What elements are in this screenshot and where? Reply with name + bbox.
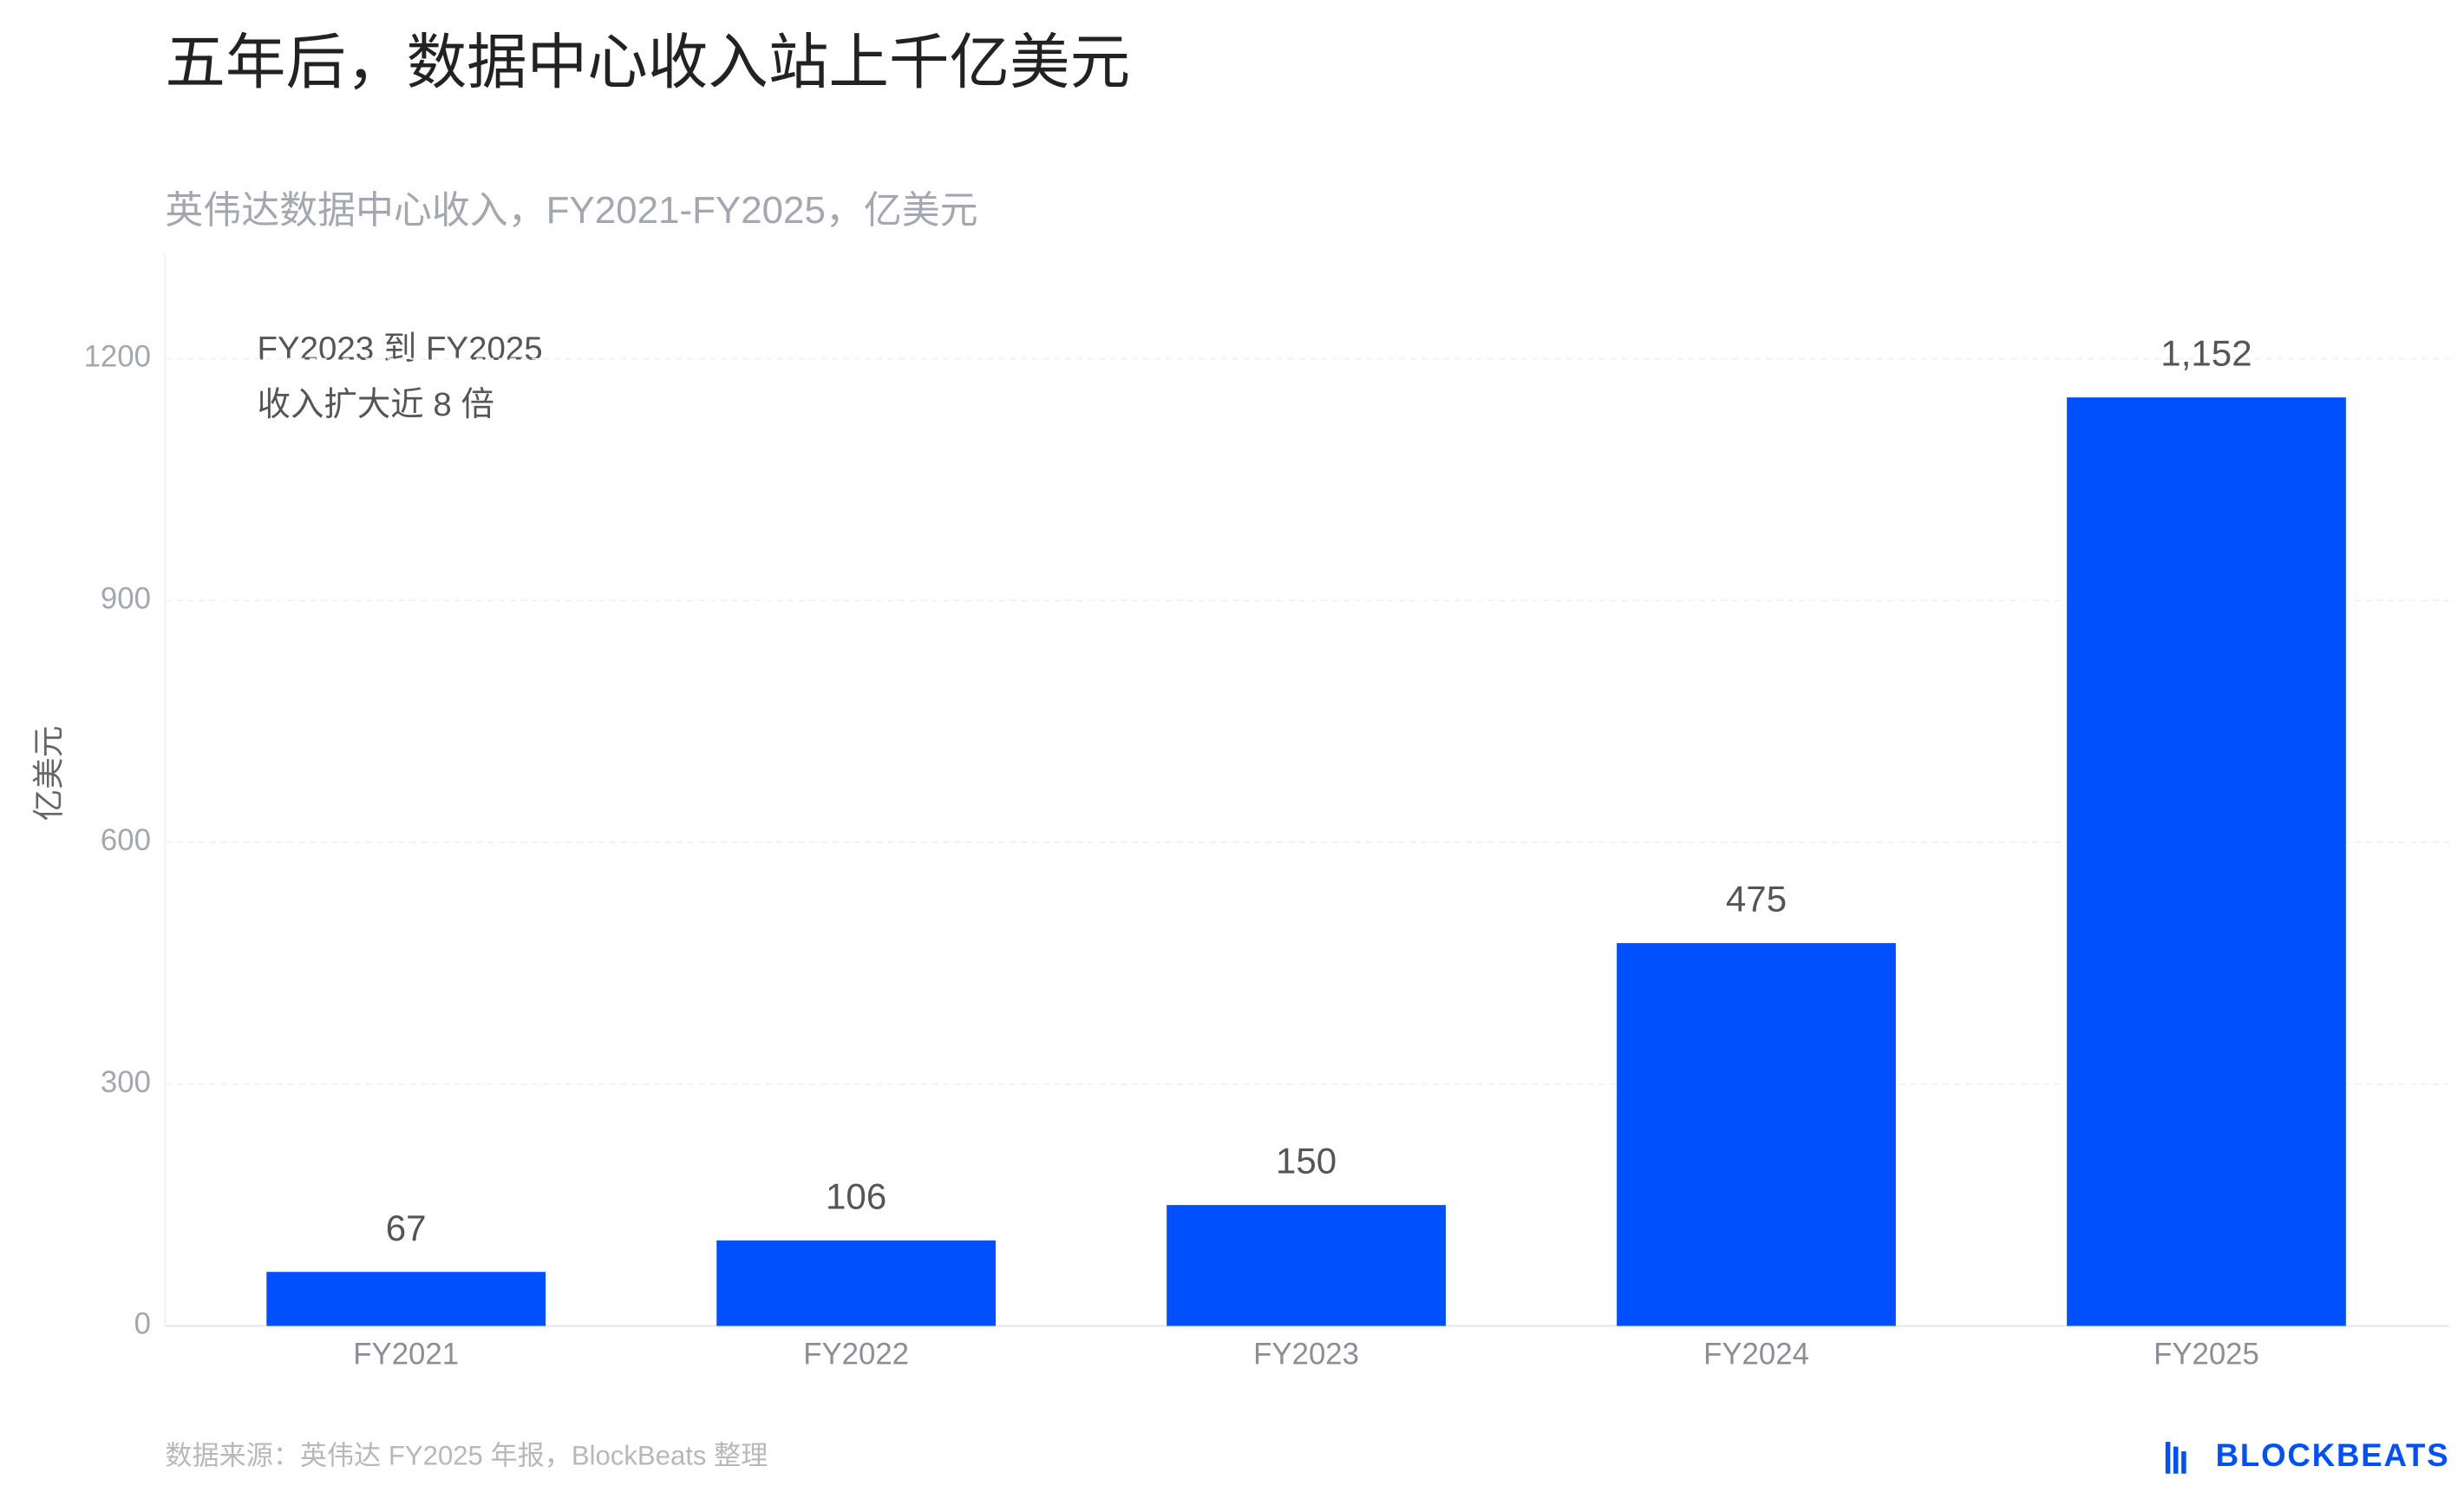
data-label: 67 — [386, 1208, 427, 1248]
logo-icon — [2173, 1446, 2179, 1474]
logo: BLOCKBEATS — [2165, 1437, 2450, 1474]
data-label: 150 — [1276, 1141, 1337, 1182]
x-tick-label: FY2023 — [1253, 1338, 1359, 1371]
data-label: 1,152 — [2160, 333, 2252, 374]
logo-icon — [2181, 1451, 2186, 1474]
logo-text: BLOCKBEATS — [2216, 1437, 2450, 1473]
x-tick-label: FY2024 — [1703, 1338, 1809, 1371]
x-tick-label: FY2022 — [803, 1338, 909, 1371]
x-tick-label: FY2025 — [2154, 1338, 2259, 1371]
chart-title: 五年后，数据中心收入站上千亿美元 — [165, 28, 1130, 95]
y-axis-label: 亿美元 — [30, 726, 66, 822]
chart-subtitle: 英伟达数据中心收入，FY2021-FY2025，亿美元 — [165, 189, 977, 232]
source-note: 数据来源：英伟达 FY2025 年报，BlockBeats 整理 — [165, 1441, 768, 1471]
bar — [1167, 1205, 1446, 1326]
bar — [1617, 943, 1896, 1326]
x-tick-label: FY2021 — [353, 1338, 459, 1371]
annotation: 收入扩大近 8 倍 — [258, 386, 494, 423]
y-tick-label: 1200 — [84, 341, 151, 374]
bar — [716, 1240, 997, 1326]
y-tick-label: 300 — [101, 1066, 151, 1099]
y-tick-label: 600 — [101, 824, 151, 857]
data-label: 475 — [1726, 879, 1787, 920]
logo-icon — [2165, 1442, 2171, 1474]
data-label: 106 — [826, 1176, 886, 1217]
y-tick-label: 0 — [134, 1308, 151, 1341]
y-tick-label: 900 — [101, 582, 151, 615]
bar — [2067, 397, 2346, 1326]
bar — [266, 1272, 546, 1326]
annotation: FY2023 到 FY2025 — [258, 331, 543, 368]
